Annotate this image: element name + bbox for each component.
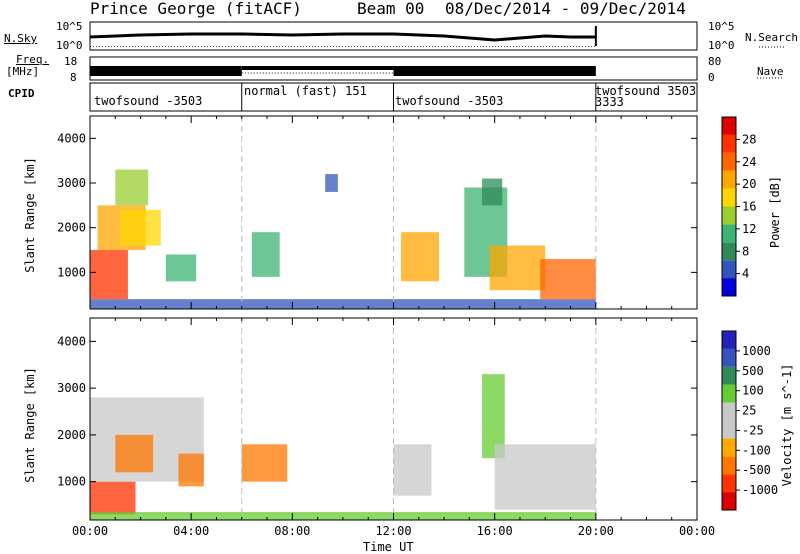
cpid-segment-2: normal (fast) 151 xyxy=(244,84,367,98)
velocity-region-4 xyxy=(241,444,288,482)
velocity-colorbar-tick-label-3: 25 xyxy=(742,404,756,418)
velocity-region-6 xyxy=(482,374,505,459)
x-tick-label-2: 08:00 xyxy=(274,524,310,538)
power-region-3 xyxy=(115,169,149,206)
velocity-y-tick-label-3: 4000 xyxy=(57,334,86,348)
velocity-region-0 xyxy=(90,481,136,515)
x-axis-label: Time UT xyxy=(363,540,414,554)
velocity-region-5 xyxy=(393,444,432,496)
velocity-colorbar-segment-5 xyxy=(722,402,736,421)
velocity-colorbar-segment-0 xyxy=(722,492,736,510)
velocity-colorbar-tick-label-6: -500 xyxy=(742,463,771,477)
power-region-12 xyxy=(90,299,596,309)
cpid-segment-3: twofsound -3503 xyxy=(395,94,504,108)
velocity-colorbar-tick-label-1: 500 xyxy=(742,364,764,378)
x-tick-label-6: 00:00 xyxy=(679,524,715,538)
power-region-4 xyxy=(165,254,197,282)
velocity-colorbar-tick-label-5: -100 xyxy=(742,443,771,457)
power-region-6 xyxy=(325,174,338,192)
velocity-colorbar-segment-2 xyxy=(722,456,736,475)
power-region-7 xyxy=(401,232,440,282)
power-colorbar-segment-9 xyxy=(722,117,736,135)
power-y-tick-label-1: 2000 xyxy=(57,221,86,235)
power-colorbar-tick-label-4: 20 xyxy=(742,177,756,191)
power-colorbar-tick-label-1: 8 xyxy=(742,244,749,258)
x-tick-label-1: 04:00 xyxy=(173,524,209,538)
freq-tick-bottom: 8 xyxy=(70,71,77,84)
cpid-segment-5: 3333 xyxy=(595,95,624,109)
velocity-region-2 xyxy=(115,434,154,473)
x-tick-label-4: 16:00 xyxy=(477,524,513,538)
velocity-y-tick-label-1: 2000 xyxy=(57,428,86,442)
velocity-region-3 xyxy=(178,453,204,487)
velocity-y-tick-label-2: 3000 xyxy=(57,381,86,395)
velocity-colorbar-segment-7 xyxy=(722,366,736,385)
power-region-9 xyxy=(489,245,546,291)
power-y-tick-label-3: 4000 xyxy=(57,131,86,145)
power-colorbar-segment-8 xyxy=(722,134,736,153)
nave-tick-bottom: 0 xyxy=(708,71,715,84)
velocity-colorbar-tick-label-7: -1000 xyxy=(742,483,778,497)
nave-label: Nave xyxy=(757,65,784,78)
date-range: 08/Dec/2014 - 09/Dec/2014 xyxy=(445,0,686,18)
power-region-10 xyxy=(540,258,596,300)
velocity-colorbar-segment-3 xyxy=(722,438,736,457)
power-region-0 xyxy=(90,250,128,300)
nsearch-tick-top: 10^5 xyxy=(708,20,735,33)
power-colorbar-tick-label-5: 24 xyxy=(742,155,756,169)
velocity-colorbar-frame xyxy=(721,330,737,511)
power-colorbar-tick-label-0: 4 xyxy=(742,267,749,281)
velocity-region-8 xyxy=(90,512,596,520)
velocity-colorbar-segment-6 xyxy=(722,384,736,403)
power-colorbar-segment-3 xyxy=(722,224,736,243)
freq-bar-1 xyxy=(241,66,394,70)
velocity-colorbar-segment-9 xyxy=(722,331,736,349)
cpid-segment-4: twofsound 3503 xyxy=(595,84,697,98)
velocity-region-7 xyxy=(494,444,596,510)
power-colorbar-segment-0 xyxy=(722,278,736,296)
nsky-panel-frame xyxy=(89,21,698,51)
freq-tick-top: 18 xyxy=(64,55,78,68)
beam-label: Beam 00 xyxy=(357,0,425,18)
freq-bar-2 xyxy=(393,66,596,76)
power-colorbar-segment-7 xyxy=(722,152,736,171)
power-region-5 xyxy=(251,232,280,277)
cpid-label: CPID xyxy=(8,87,35,100)
nsky-label: N.Sky xyxy=(4,32,38,45)
power-colorbar-tick-label-3: 16 xyxy=(742,200,756,214)
station-title: Prince George (fitACF) xyxy=(90,0,302,18)
power-y-tick-label-0: 1000 xyxy=(57,265,86,279)
x-tick-label-0: 00:00 xyxy=(72,524,108,538)
power-colorbar-segment-2 xyxy=(722,242,736,261)
nave-tick-top: 80 xyxy=(708,55,722,68)
nsky-tick-bottom: 10^0 xyxy=(56,39,83,52)
x-tick-label-5: 20:00 xyxy=(578,524,614,538)
freq-unit-label: [MHz] xyxy=(6,65,40,78)
nsky-line xyxy=(89,32,596,42)
freq-bar-0 xyxy=(90,66,242,76)
power-colorbar-segment-5 xyxy=(722,188,736,207)
power-region-11 xyxy=(482,178,503,206)
x-tick-label-3: 12:00 xyxy=(375,524,411,538)
velocity-colorbar-segment-4 xyxy=(722,420,736,439)
nsearch-label: N.Search xyxy=(745,31,798,44)
nsky-tick-top: 10^5 xyxy=(56,20,83,33)
velocity-colorbar-tick-label-0: 1000 xyxy=(742,344,771,358)
freq-label: Freq. xyxy=(16,53,50,66)
power-colorbar-segment-4 xyxy=(722,206,736,225)
nsearch-tick-bottom: 10^0 xyxy=(708,39,735,52)
velocity-colorbar-tick-label-2: 100 xyxy=(742,384,764,398)
power-y-tick-label-2: 3000 xyxy=(57,176,86,190)
velocity-y-tick-label-0: 1000 xyxy=(57,475,86,489)
power-colorbar-tick-label-6: 28 xyxy=(742,132,756,146)
power-colorbar-tick-label-2: 12 xyxy=(742,222,756,236)
velocity-colorbar-segment-1 xyxy=(722,474,736,493)
power-region-2 xyxy=(120,209,161,246)
power-colorbar-segment-6 xyxy=(722,170,736,189)
cpid-segment-1: twofsound -3503 xyxy=(94,94,203,108)
velocity-colorbar-segment-8 xyxy=(722,348,736,367)
velocity-colorbar-tick-label-4: -25 xyxy=(742,423,764,437)
power-colorbar-segment-1 xyxy=(722,260,736,279)
